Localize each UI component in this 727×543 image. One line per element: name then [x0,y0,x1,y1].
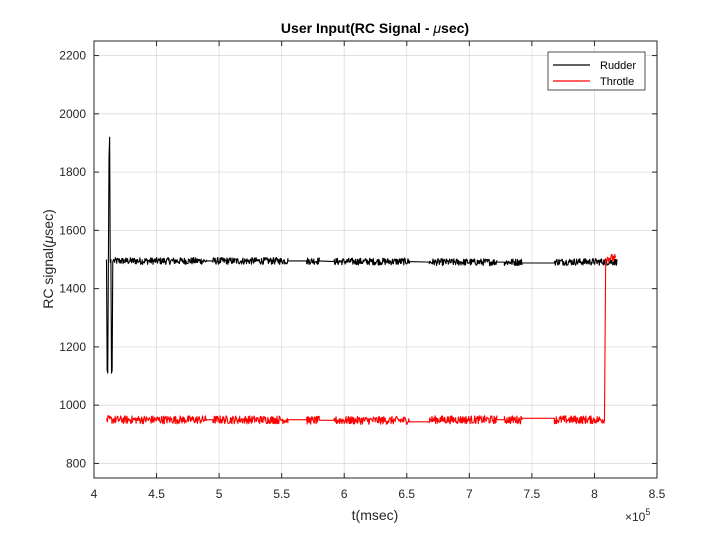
series-line-rudder [105,136,618,374]
x-axis-label: t(msec) [352,507,399,523]
x-tick-label: 6.5 [398,487,415,501]
y-tick-label: 1000 [59,398,86,412]
x-axis-exponent: ×105 [625,507,650,524]
y-tick-label: 2200 [59,49,86,63]
x-axis-exponent-base: ×10 [625,510,646,524]
x-tick-label: 4.5 [148,487,165,501]
x-tick-label: 6 [341,487,348,501]
y-tick-label: 2000 [59,107,86,121]
x-tick-label: 5.5 [273,487,290,501]
x-tick-label: 7.5 [524,487,541,501]
legend-label-rudder: Rudder [600,60,636,72]
x-tick-label: 8.5 [649,487,666,501]
chart-title-text: User Input(RC Signal - [281,20,433,36]
chart-title: User Input(RC Signal - μsec) [281,20,469,36]
y-axis-label-text: RC signal( [40,243,56,309]
y-tick-label: 1600 [59,223,86,237]
tick-marks [93,41,658,478]
plot-area [94,41,657,478]
legend-label-throtle: Throtle [600,76,634,88]
x-tick-label: 5 [216,487,223,501]
legend-box [547,51,646,91]
y-tick-label: 1800 [59,165,86,179]
legend: Rudder Throtle [547,51,646,91]
y-tick-labels: 800 1000 1200 1400 1600 1800 2000 2200 [59,49,86,471]
plot-frame [93,40,658,479]
chart-title-mu-symbol: μ [432,20,441,36]
series-group [105,136,618,425]
x-tick-label: 7 [466,487,473,501]
x-tick-label: 4 [91,487,98,501]
series-rudder [105,136,618,374]
y-axis-label: RC signal(μsec) [40,209,56,308]
y-tick-label: 1400 [59,282,86,296]
x-tick-label: 8 [591,487,598,501]
series-line-throtle [105,253,617,425]
x-axis-exponent-power: 5 [645,507,650,517]
x-tick-labels: 4 4.5 5 5.5 6 6.5 7 7.5 8 8.5 [91,487,666,501]
series-throtle [105,253,617,425]
y-tick-label: 1200 [59,340,86,354]
y-tick-label: 800 [66,456,86,470]
chart-title-suffix: sec) [441,20,469,36]
y-axis-label-suffix: sec) [40,209,56,235]
y-axis-label-mu-symbol: μ [40,235,56,244]
